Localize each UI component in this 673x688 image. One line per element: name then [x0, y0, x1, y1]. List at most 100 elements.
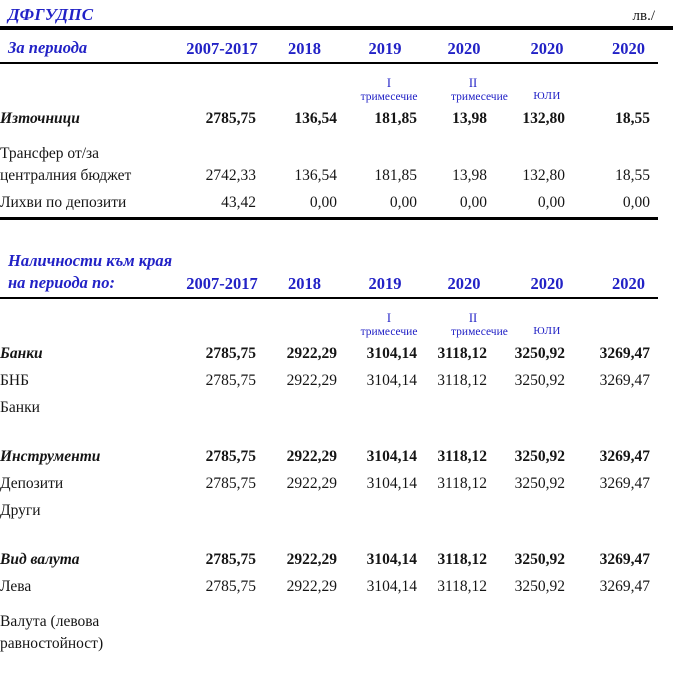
row-label: Източници — [0, 109, 80, 127]
year-header: 2020 — [530, 274, 564, 294]
table-row-bnb: БНБ 2785,75 2922,29 3104,14 3118,12 3250… — [0, 368, 658, 395]
section2-header-row: Наличности към края на периода по: 2007-… — [0, 250, 658, 297]
cell-value: 3250,92 — [514, 474, 565, 492]
cell-value: 3269,47 — [599, 447, 650, 465]
cell-value: 132,80 — [522, 109, 565, 127]
quarter-1-label: тримесечие — [360, 325, 418, 338]
quarter-2-numeral: II — [468, 75, 478, 90]
july-header: ЮЛИ — [533, 324, 561, 337]
cell-value: 3118,12 — [437, 344, 487, 362]
cell-value: 2785,75 — [205, 577, 256, 595]
cell-value: 3269,47 — [599, 577, 650, 595]
spacer-row — [0, 422, 673, 444]
cell-value: 3269,47 — [599, 550, 650, 568]
table-row-instruments-total: Инструменти 2785,75 2922,29 3104,14 3118… — [0, 444, 658, 471]
quarter-1-header: I тримесечие — [345, 311, 425, 339]
year-header: 2019 — [368, 39, 402, 59]
section2-header-rule — [0, 296, 658, 299]
table-row-interest: Лихви по депозити 43,42 0,00 0,00 0,00 0… — [0, 190, 658, 217]
cell-value: 3250,92 — [514, 447, 565, 465]
year-header: 2020 — [612, 274, 645, 294]
cell-value: 3269,47 — [599, 344, 650, 362]
section1-quarter-subheader: I тримесечие II тримесечие ЮЛИ — [0, 76, 658, 104]
cell-value: 136,54 — [294, 109, 337, 127]
year-header: 2020 — [447, 274, 481, 294]
cell-value: 2922,29 — [286, 577, 337, 595]
row-label: Лева — [0, 577, 32, 595]
cell-value: 3118,12 — [437, 550, 487, 568]
cell-value: 0,00 — [309, 193, 337, 211]
cell-value: 13,98 — [452, 166, 487, 184]
year-header: 2020 — [612, 39, 645, 59]
cell-value: 3104,14 — [366, 577, 417, 595]
cell-value: 3118,12 — [437, 474, 487, 492]
cell-value: 3104,14 — [366, 474, 417, 492]
cell-value: 0,00 — [537, 193, 565, 211]
table-row-leva: Лева 2785,75 2922,29 3104,14 3118,12 325… — [0, 574, 658, 601]
row-label: Банки — [0, 344, 43, 362]
table-row-currency-total: Вид валута 2785,75 2922,29 3104,14 3118,… — [0, 547, 658, 574]
row-label: Вид валута — [0, 550, 80, 568]
row-label: Трансфер от/за централния бюджет — [0, 144, 132, 184]
cell-value: 0,00 — [459, 193, 487, 211]
year-header: 2020 — [447, 39, 481, 59]
cell-value: 2785,75 — [205, 474, 256, 492]
section1-header-rule — [0, 61, 658, 64]
section1-header-row: За периода 2007-2017 2018 2019 2020 2020… — [0, 37, 658, 62]
row-label: БНБ — [0, 371, 29, 389]
row-label: Други — [0, 501, 41, 519]
july-header: ЮЛИ — [533, 89, 561, 102]
table-row-banks: Банки — [0, 395, 658, 422]
cell-value: 181,85 — [374, 166, 417, 184]
cell-value: 0,00 — [622, 193, 650, 211]
row-label: Банки — [0, 398, 40, 416]
quarter-1-numeral: I — [386, 75, 392, 90]
section2-quarter-subheader: I тримесечие II тримесечие ЮЛИ — [0, 311, 658, 339]
cell-value: 132,80 — [522, 166, 565, 184]
cell-value: 18,55 — [615, 109, 650, 127]
cell-value: 2922,29 — [286, 344, 337, 362]
page-title: ДФГУДПС — [8, 5, 94, 24]
table-row-banks-total: Банки 2785,75 2922,29 3104,14 3118,12 32… — [0, 341, 658, 368]
title-bar: ДФГУДПС лв./ — [0, 0, 673, 26]
cell-value: 2785,75 — [205, 550, 256, 568]
cell-value: 3104,14 — [366, 371, 417, 389]
cell-value: 3104,14 — [366, 550, 417, 568]
cell-value: 2785,75 — [205, 371, 256, 389]
double-rule — [0, 26, 673, 30]
cell-value: 3104,14 — [366, 447, 417, 465]
cell-value: 181,85 — [374, 109, 417, 127]
cell-value: 3118,12 — [437, 577, 487, 595]
year-header: 2019 — [368, 274, 402, 294]
cell-value: 2785,75 — [205, 344, 256, 362]
quarter-2-label: тримесечие — [451, 325, 508, 338]
row-label: Депозити — [0, 474, 64, 492]
cell-value: 2742,33 — [205, 166, 256, 184]
quarter-2-numeral: II — [468, 310, 478, 325]
cell-value: 3118,12 — [437, 371, 487, 389]
year-header: 2020 — [530, 39, 564, 59]
table-row-sources: Източници 2785,75 136,54 181,85 13,98 13… — [0, 106, 658, 133]
spacer-row — [0, 525, 673, 547]
cell-value: 2785,75 — [205, 109, 256, 127]
row-label: Валута (левова равностойност) — [0, 612, 104, 652]
cell-value: 136,54 — [294, 166, 337, 184]
cell-value: 0,00 — [389, 193, 417, 211]
cell-value: 2785,75 — [205, 447, 256, 465]
section1-bottom-rule — [0, 216, 658, 220]
cell-value: 3269,47 — [599, 371, 650, 389]
cell-value: 3250,92 — [514, 371, 565, 389]
cell-value: 2922,29 — [286, 447, 337, 465]
cell-value: 3118,12 — [437, 447, 487, 465]
cell-value: 3250,92 — [514, 550, 565, 568]
quarter-2-header: II тримесечие — [425, 75, 508, 104]
cell-value: 3269,47 — [599, 474, 650, 492]
currency-unit: лв./ — [632, 8, 656, 24]
year-header: 2018 — [288, 39, 321, 59]
cell-value: 3250,92 — [514, 577, 565, 595]
quarter-1-label: тримесечие — [360, 90, 418, 103]
cell-value: 2922,29 — [286, 474, 337, 492]
quarter-2-label: тримесечие — [451, 90, 508, 103]
cell-value: 3250,92 — [514, 344, 565, 362]
